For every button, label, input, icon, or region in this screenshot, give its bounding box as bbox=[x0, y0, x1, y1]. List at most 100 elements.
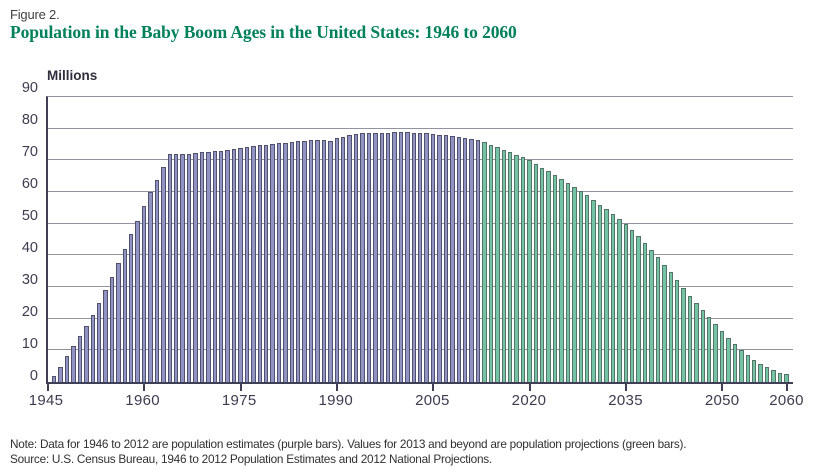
bar-1999 bbox=[392, 132, 397, 382]
bar-2004 bbox=[424, 133, 429, 382]
y-tick-label-0: 0 bbox=[29, 368, 38, 384]
bar-1959 bbox=[135, 220, 140, 382]
bar-2028 bbox=[578, 191, 584, 382]
bar-1979 bbox=[263, 144, 269, 382]
bar-1975 bbox=[238, 148, 243, 382]
bar-2052 bbox=[732, 344, 738, 382]
bar-1960 bbox=[141, 205, 147, 382]
gridline-80 bbox=[48, 127, 793, 129]
y-tick-label-10: 10 bbox=[21, 336, 38, 352]
bar-2005 bbox=[430, 134, 436, 382]
bar-2030 bbox=[591, 199, 596, 382]
x-tick-label-2005: 2005 bbox=[415, 392, 450, 409]
bar-2043 bbox=[674, 280, 680, 382]
bar-2020 bbox=[527, 160, 532, 382]
bar-2054 bbox=[745, 355, 750, 382]
bar-1994 bbox=[360, 133, 365, 382]
bar-2027 bbox=[572, 187, 577, 382]
bar-1995 bbox=[366, 133, 372, 382]
bar-2007 bbox=[443, 135, 449, 382]
bar-1973 bbox=[225, 149, 230, 382]
bar-1950 bbox=[77, 336, 83, 382]
bar-1991 bbox=[340, 136, 346, 382]
bar-2053 bbox=[739, 349, 744, 382]
x-tick-2005 bbox=[432, 384, 435, 391]
bar-1992 bbox=[347, 135, 352, 382]
bar-1949 bbox=[71, 345, 76, 382]
y-tick-label-20: 20 bbox=[21, 304, 38, 320]
bar-series-container bbox=[48, 97, 793, 382]
bar-2040 bbox=[655, 256, 661, 382]
bar-1948 bbox=[64, 356, 70, 382]
bar-2019 bbox=[520, 157, 526, 382]
x-tick-label-1975: 1975 bbox=[221, 392, 257, 409]
bar-1954 bbox=[103, 289, 108, 382]
plot-area bbox=[46, 96, 793, 391]
bar-2047 bbox=[700, 310, 706, 382]
y-tick-label-70: 70 bbox=[21, 144, 38, 160]
x-tick-1960 bbox=[143, 384, 146, 391]
x-tick-2050 bbox=[721, 384, 724, 391]
x-tick-label-1990: 1990 bbox=[318, 392, 354, 409]
bar-2002 bbox=[411, 132, 417, 382]
bar-2031 bbox=[597, 204, 603, 382]
bar-1982 bbox=[283, 142, 288, 382]
bar-1952 bbox=[90, 314, 95, 382]
bar-1984 bbox=[296, 141, 301, 382]
bar-1985 bbox=[302, 140, 307, 382]
bar-1996 bbox=[373, 133, 378, 382]
bar-2058 bbox=[771, 370, 776, 382]
x-tick-label-1960: 1960 bbox=[125, 392, 160, 409]
bar-2038 bbox=[642, 242, 648, 382]
bar-2018 bbox=[514, 154, 519, 382]
bar-2042 bbox=[668, 272, 673, 382]
bar-2025 bbox=[559, 179, 564, 382]
bar-1977 bbox=[251, 146, 256, 382]
bar-1951 bbox=[84, 325, 89, 382]
bar-2039 bbox=[649, 249, 654, 382]
bar-2034 bbox=[617, 218, 622, 382]
bar-2003 bbox=[418, 133, 423, 382]
bar-1998 bbox=[385, 132, 391, 382]
y-tick-label-40: 40 bbox=[21, 240, 38, 256]
bar-2017 bbox=[507, 152, 513, 382]
chart-source: Source: U.S. Census Bureau, 1946 to 2012… bbox=[10, 452, 492, 466]
bar-1958 bbox=[129, 234, 134, 382]
bar-2000 bbox=[398, 132, 404, 382]
bar-1983 bbox=[289, 141, 295, 382]
x-tick-label-2035: 2035 bbox=[608, 392, 643, 409]
bar-2059 bbox=[777, 372, 783, 382]
x-tick-2060 bbox=[785, 384, 788, 391]
bar-1955 bbox=[109, 276, 115, 382]
bar-1947 bbox=[58, 366, 63, 382]
y-axis-tick-labels: 0 10 20 30 40 50 60 70 80 90 bbox=[8, 81, 38, 384]
x-tick-label-2020: 2020 bbox=[511, 392, 547, 409]
bar-1978 bbox=[257, 145, 262, 382]
bar-1963 bbox=[161, 166, 166, 382]
bar-1967 bbox=[186, 153, 192, 382]
bar-2016 bbox=[501, 149, 506, 382]
y-tick-label-90: 90 bbox=[21, 80, 38, 96]
bar-2022 bbox=[540, 167, 545, 382]
y-tick-label-60: 60 bbox=[21, 176, 38, 192]
bar-2041 bbox=[662, 264, 667, 382]
bar-2001 bbox=[405, 132, 410, 382]
x-tick-2035 bbox=[625, 384, 628, 391]
bar-1961 bbox=[148, 191, 153, 382]
x-tick-2020 bbox=[528, 384, 531, 391]
x-tick-1990 bbox=[336, 384, 338, 391]
chart-note: Note: Data for 1946 to 2012 are populati… bbox=[10, 437, 687, 451]
bar-2026 bbox=[565, 183, 571, 382]
bar-1972 bbox=[218, 150, 224, 382]
bar-2057 bbox=[764, 367, 770, 382]
bar-2035 bbox=[623, 223, 628, 382]
bar-1946 bbox=[52, 376, 57, 382]
bar-1989 bbox=[328, 141, 333, 382]
x-tick-label-2050: 2050 bbox=[704, 392, 740, 409]
bar-2051 bbox=[726, 337, 731, 382]
bar-2024 bbox=[552, 175, 558, 382]
bar-1956 bbox=[116, 262, 121, 382]
y-tick-label-30: 30 bbox=[21, 272, 38, 288]
bar-2037 bbox=[636, 236, 641, 382]
